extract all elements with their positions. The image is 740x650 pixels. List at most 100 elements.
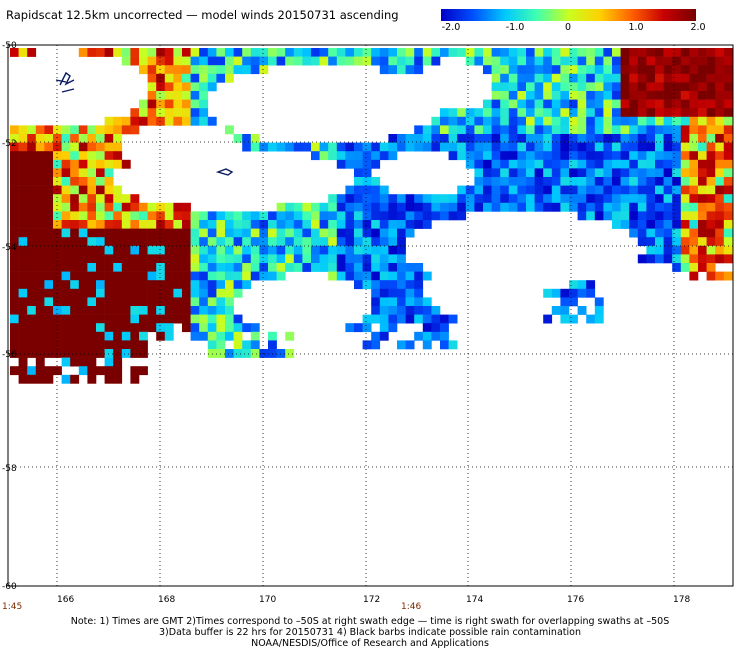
wind-cell (182, 228, 191, 238)
colorbar-segment (519, 9, 521, 21)
wind-cell (113, 134, 123, 143)
wind-cell (646, 48, 656, 57)
wind-cell (448, 151, 458, 161)
wind-cell (672, 211, 682, 221)
wind-cell (35, 125, 45, 135)
wind-cell (354, 56, 363, 66)
wind-cell (199, 56, 209, 66)
wind-cell (577, 185, 587, 195)
wind-cell (285, 220, 295, 229)
wind-cell (569, 314, 578, 324)
wind-cell (379, 211, 389, 221)
wind-cell (689, 108, 699, 118)
wind-cell (483, 99, 492, 109)
wind-cell (551, 82, 561, 92)
wind-cell (586, 168, 596, 178)
colorbar-segment (584, 9, 586, 21)
wind-cell (104, 116, 114, 126)
colorbar-segment (652, 9, 654, 21)
wind-cell (285, 331, 295, 341)
wind-cell (35, 134, 45, 143)
wind-cell (723, 48, 733, 57)
wind-cell (293, 211, 303, 221)
colorbar-segment (564, 9, 566, 21)
wind-cell (173, 211, 183, 221)
wind-cell (388, 48, 398, 57)
wind-cell (164, 116, 174, 126)
wind-cell (190, 245, 200, 255)
wind-cell (44, 125, 54, 135)
colorbar-segment (638, 9, 640, 21)
wind-cell (362, 254, 372, 264)
wind-cell (569, 99, 578, 109)
wind-cell (156, 202, 166, 212)
wind-cell (27, 168, 37, 178)
wind-cell (663, 125, 673, 135)
wind-cell (698, 125, 707, 135)
wind-cell (53, 306, 62, 315)
wind-cell (672, 202, 682, 212)
wind-cell (491, 56, 501, 66)
wind-cell (173, 116, 183, 126)
wind-cell (44, 177, 54, 186)
wind-cell (706, 245, 716, 255)
wind-cell (121, 159, 131, 169)
wind-cell (87, 237, 97, 247)
colorbar-segment (459, 9, 461, 21)
wind-cell (577, 48, 587, 57)
wind-cell (27, 349, 37, 358)
colorbar-segment (546, 9, 548, 21)
wind-cell (706, 142, 716, 152)
wind-cell (70, 228, 80, 238)
wind-cell (354, 263, 363, 272)
colorbar-segment (471, 9, 473, 21)
wind-cell (113, 202, 123, 212)
wind-cell (182, 82, 191, 92)
wind-cell (637, 116, 647, 126)
wind-cell (53, 349, 62, 358)
wind-cell (10, 177, 19, 186)
wind-cell (113, 306, 123, 315)
wind-cell (18, 134, 28, 143)
wind-cell (706, 202, 716, 212)
wind-cell (53, 159, 62, 169)
wind-cell (61, 245, 71, 255)
wind-cell (569, 108, 578, 118)
wind-cell (139, 306, 148, 315)
wind-cell (104, 134, 114, 143)
wind-cell (18, 306, 28, 315)
wind-cell (655, 220, 664, 229)
wind-cell (70, 211, 80, 221)
wind-cell (655, 194, 664, 204)
wind-cell (190, 254, 200, 264)
wind-cell (680, 56, 690, 66)
wind-cell (78, 202, 88, 212)
colorbar-segment (680, 9, 682, 21)
wind-cell (723, 73, 733, 83)
wind-cell (620, 177, 630, 186)
wind-cell (569, 142, 578, 152)
wind-cell (474, 125, 484, 135)
wind-cell (130, 297, 140, 307)
wind-cell (182, 314, 191, 324)
wind-cell (569, 65, 578, 75)
wind-cell (285, 263, 295, 272)
wind-cell (379, 306, 389, 315)
wind-cell (715, 254, 725, 264)
wind-cell (655, 245, 664, 255)
wind-cell (526, 65, 535, 75)
wind-cell (388, 194, 398, 204)
colorbar-segment (502, 9, 504, 21)
wind-cell (422, 323, 432, 333)
wind-cell (612, 125, 621, 135)
wind-cell (250, 254, 260, 264)
wind-cell (457, 134, 467, 143)
wind-cell (388, 202, 398, 212)
wind-cell (10, 245, 19, 255)
wind-cell (113, 228, 123, 238)
wind-cell (276, 48, 286, 57)
wind-cell (483, 177, 492, 186)
wind-cell (225, 331, 234, 341)
colorbar-segment (518, 9, 520, 21)
wind-cell (147, 263, 157, 272)
